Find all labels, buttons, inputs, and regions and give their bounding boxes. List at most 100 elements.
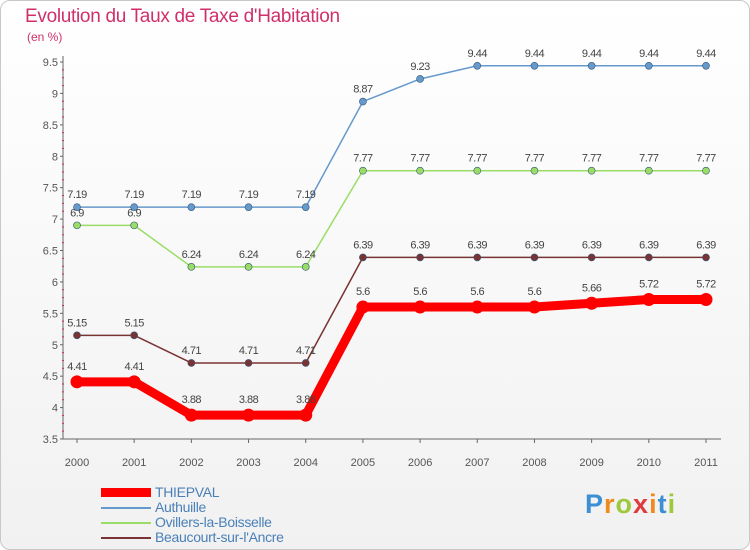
series-line-0: [72, 295, 711, 420]
series-line-1: [76, 65, 707, 208]
x-tick-label: 2010: [637, 457, 661, 469]
data-point: [645, 253, 653, 262]
data-point: [127, 375, 141, 389]
data-label: 6.39: [410, 239, 430, 251]
legend-label-authuille: Authuille: [155, 499, 207, 515]
data-point: [473, 61, 482, 70]
data-label: 6.39: [582, 239, 602, 251]
x-tick-label: 2005: [351, 457, 375, 469]
series-line-2: [76, 169, 707, 268]
data-point: [585, 296, 599, 310]
data-label: 7.19: [67, 189, 87, 201]
data-label: 4.71: [296, 345, 316, 357]
data-label: 9.44: [696, 48, 716, 60]
x-tick-label: 2001: [122, 457, 146, 469]
data-point: [527, 300, 541, 314]
x-tick-label: 2002: [179, 457, 203, 469]
data-label: 5.6: [356, 286, 370, 298]
data-label: 6.24: [239, 249, 259, 261]
legend-swatch-authuille: [101, 507, 151, 509]
data-point: [416, 166, 424, 175]
y-tick-label: 8: [52, 151, 58, 163]
data-label: 7.77: [410, 153, 430, 165]
data-point: [244, 359, 253, 367]
data-label: 6.24: [182, 249, 202, 261]
data-point: [699, 293, 713, 307]
data-label: 6.39: [639, 239, 659, 251]
legend-item-ovillers: Ovillers-la-Boisselle: [101, 514, 361, 530]
data-point: [73, 331, 81, 340]
data-point: [530, 166, 539, 175]
data-point: [645, 166, 653, 175]
data-point: [587, 253, 596, 262]
data-point: [702, 61, 710, 70]
legend-label-beaucourt: Beaucourt-sur-l'Ancre: [155, 529, 284, 545]
data-point: [244, 203, 253, 211]
data-point: [359, 97, 367, 106]
proxiti-logo: Proxiti: [585, 489, 677, 519]
y-tick-label: 9.5: [43, 57, 58, 69]
data-label: 7.19: [124, 189, 144, 201]
data-label: 3.88: [182, 394, 202, 406]
legend-swatch-beaucourt: [101, 537, 151, 539]
x-tick-label: 2009: [579, 457, 603, 469]
data-label: 9.44: [582, 48, 602, 60]
data-label: 4.41: [124, 361, 144, 373]
y-tick-label: 3.5: [43, 434, 58, 446]
data-label: 6.39: [468, 239, 488, 251]
data-label: 6.24: [296, 249, 316, 261]
data-point: [645, 61, 653, 70]
data-label: 7.19: [182, 189, 202, 201]
data-point: [70, 375, 84, 389]
series-line-3: [76, 256, 707, 364]
data-point: [244, 263, 253, 271]
data-point: [242, 408, 256, 422]
data-label: 9.23: [410, 61, 430, 73]
data-label: 5.15: [124, 317, 144, 329]
data-label: 6.9: [70, 207, 84, 219]
data-label: 9.44: [525, 48, 545, 60]
x-tick-label: 2006: [408, 457, 432, 469]
data-label: 9.44: [639, 48, 659, 60]
data-point: [416, 75, 424, 83]
legend-item-authuille: Authuille: [101, 499, 361, 515]
data-label: 5.66: [582, 282, 602, 294]
data-point: [356, 300, 370, 314]
data-label: 6.39: [696, 239, 716, 251]
data-point: [470, 300, 484, 314]
data-point: [73, 221, 81, 230]
data-point: [587, 166, 596, 175]
data-point: [530, 253, 539, 262]
chart-legend: THIEPVAL Authuille Ovillers-la-Boisselle…: [101, 484, 361, 545]
data-label: 5.72: [639, 279, 659, 291]
data-point: [416, 253, 424, 262]
chart-title: Evolution du Taux de Taxe d'Habitation: [25, 6, 340, 27]
y-tick-label: 4: [52, 403, 58, 415]
y-tick-label: 9: [52, 88, 58, 100]
legend-label-thiepval: THIEPVAL: [155, 484, 220, 500]
data-point: [702, 166, 710, 175]
x-tick-label: 2000: [65, 457, 89, 469]
data-point: [130, 221, 138, 230]
data-label: 8.87: [353, 84, 373, 96]
data-label: 7.77: [468, 153, 488, 165]
data-label: 5.15: [67, 317, 87, 329]
data-point: [473, 166, 482, 175]
y-tick-label: 7.5: [43, 183, 58, 195]
data-label: 6.39: [353, 239, 373, 251]
data-point: [184, 408, 198, 422]
data-label: 7.19: [296, 189, 316, 201]
data-point: [587, 61, 596, 70]
data-label: 7.77: [696, 153, 716, 165]
y-tick-label: 5: [52, 340, 58, 352]
y-tick-label: 5.5: [43, 308, 58, 320]
data-label: 7.77: [525, 153, 545, 165]
legend-swatch-ovillers: [101, 522, 151, 524]
x-tick-label: 2003: [236, 457, 260, 469]
data-point: [359, 253, 367, 262]
legend-label-ovillers: Ovillers-la-Boisselle: [155, 514, 272, 530]
legend-item-beaucourt: Beaucourt-sur-l'Ancre: [101, 529, 361, 545]
legend-swatch-thiepval: [101, 488, 151, 497]
